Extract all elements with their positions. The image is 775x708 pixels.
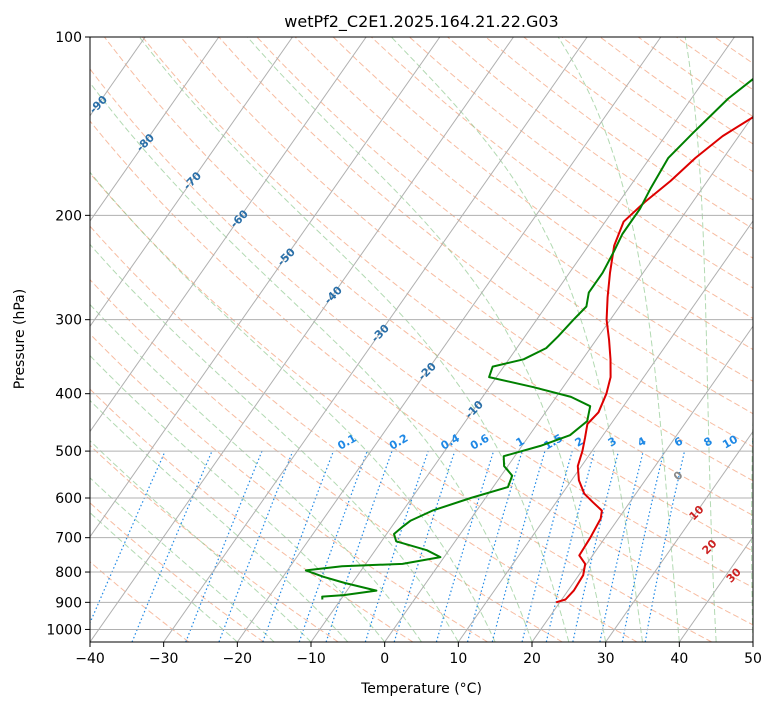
- isotherm-line: [90, 37, 441, 538]
- mixing-ratio-line: [90, 450, 166, 625]
- moist-adiabats: [90, 37, 753, 642]
- mixing-ratio-line: [218, 450, 294, 642]
- y-tick-label: 400: [55, 387, 82, 403]
- y-axis-title: Pressure (hPa): [12, 289, 28, 389]
- isotherm-line: [310, 37, 735, 642]
- isotherm-line: [531, 325, 753, 642]
- dry-adiabat: [90, 333, 488, 642]
- isotherm-line: [678, 535, 753, 642]
- y-tick-label: 200: [55, 208, 82, 224]
- moist-adiabat: [390, 37, 643, 642]
- moist-adiabat: [684, 37, 717, 642]
- y-tick-label: 100: [55, 30, 82, 46]
- isotherm-line: [605, 430, 753, 642]
- moist-adiabat: [751, 399, 753, 642]
- dry-adiabat: [90, 120, 753, 626]
- isotherm-line: [163, 37, 588, 642]
- x-tick-label: 10: [449, 651, 467, 667]
- moist-adiabat: [90, 511, 238, 642]
- dry-adiabat: [218, 37, 753, 448]
- y-tick-label: 500: [55, 444, 82, 460]
- y-tick-label: 1000: [46, 622, 82, 638]
- mixing-ratio-line: [131, 450, 213, 642]
- mixing-ratio-line: [325, 450, 393, 642]
- mixing-ratio-line: [364, 450, 429, 642]
- dry-adiabat: [90, 561, 190, 642]
- mixing-ratio-line: [466, 450, 523, 642]
- moist-adiabat: [138, 37, 570, 642]
- dry-adiabat: [104, 37, 753, 552]
- x-tick-label: −30: [149, 651, 179, 667]
- y-tick-label: 900: [55, 595, 82, 611]
- dry-adiabat: [142, 37, 753, 517]
- dewpoint-line: [304, 77, 753, 600]
- plot-area: -100-90-80-70-60-50-40-30-20-100.10.20.4…: [90, 37, 771, 642]
- y-axis: 100 200 300 400 500 600 700 800 900 1000: [46, 30, 90, 638]
- isotherm-grid: [90, 37, 753, 642]
- mixing-ratio-line: [262, 450, 334, 642]
- moist-adiabat: [247, 37, 607, 642]
- x-axis: −40 −30 −20 −10 0 10 20 30 40 50: [75, 642, 762, 667]
- x-tick-label: 40: [670, 651, 688, 667]
- dry-adiabat: [90, 68, 753, 589]
- y-tick-label: 700: [55, 531, 82, 547]
- profile-series: [304, 77, 753, 604]
- isotherm-line: [384, 114, 753, 642]
- isotherm-line: [90, 37, 220, 222]
- x-tick-label: 50: [744, 651, 762, 667]
- moist-adiabat: [90, 303, 422, 642]
- moist-adiabat: [90, 243, 459, 642]
- isobar-grid: [90, 37, 753, 630]
- x-tick-label: −10: [296, 651, 326, 667]
- mixing-ratio-label: 13: [750, 433, 770, 452]
- moist-adiabat: [90, 399, 349, 642]
- mixing-ratio-line: [521, 450, 573, 642]
- moist-adiabat-label: 40: [751, 590, 771, 610]
- isotherm-line: [90, 37, 293, 328]
- plot-frame: [89, 36, 754, 643]
- temperature-line: [555, 116, 753, 604]
- x-tick-label: 30: [597, 651, 615, 667]
- dry-adiabat: [294, 37, 753, 382]
- y-tick-label: 800: [55, 565, 82, 581]
- dry-adiabat: [370, 37, 753, 320]
- dry-adiabat: [256, 37, 753, 415]
- isotherm-line: [90, 37, 367, 433]
- moist-adiabat: [90, 81, 533, 642]
- mixing-ratio-line: [185, 450, 263, 642]
- mixing-ratio-lines: [90, 450, 686, 642]
- moist-adiabat: [90, 171, 496, 642]
- isotherm-line: [236, 37, 662, 642]
- y-tick-label: 600: [55, 491, 82, 507]
- x-tick-label: 0: [380, 651, 389, 667]
- isotherm-line: [90, 37, 514, 642]
- x-tick-label: −40: [75, 651, 105, 667]
- x-tick-label: −20: [223, 651, 253, 667]
- mixing-ratio-line: [298, 450, 368, 642]
- dry-adiabat: [90, 172, 712, 642]
- x-tick-label: 20: [523, 651, 541, 667]
- dry-adiabat: [90, 278, 563, 642]
- mixing-ratio-line: [572, 450, 620, 642]
- mixing-ratio-line: [435, 450, 495, 642]
- mixing-ratio-line: [599, 450, 644, 642]
- chart-title: wetPf2_C2E1.2025.164.21.22.G03: [284, 12, 558, 32]
- y-tick-label: 300: [55, 313, 82, 329]
- moist-adiabat: [90, 354, 386, 642]
- isotherm-line: [457, 220, 753, 642]
- moist-adiabat: [557, 37, 680, 642]
- dry-adiabat: [180, 37, 753, 482]
- mixing-ratio-line: [545, 450, 595, 642]
- x-axis-title: Temperature (°C): [360, 681, 482, 697]
